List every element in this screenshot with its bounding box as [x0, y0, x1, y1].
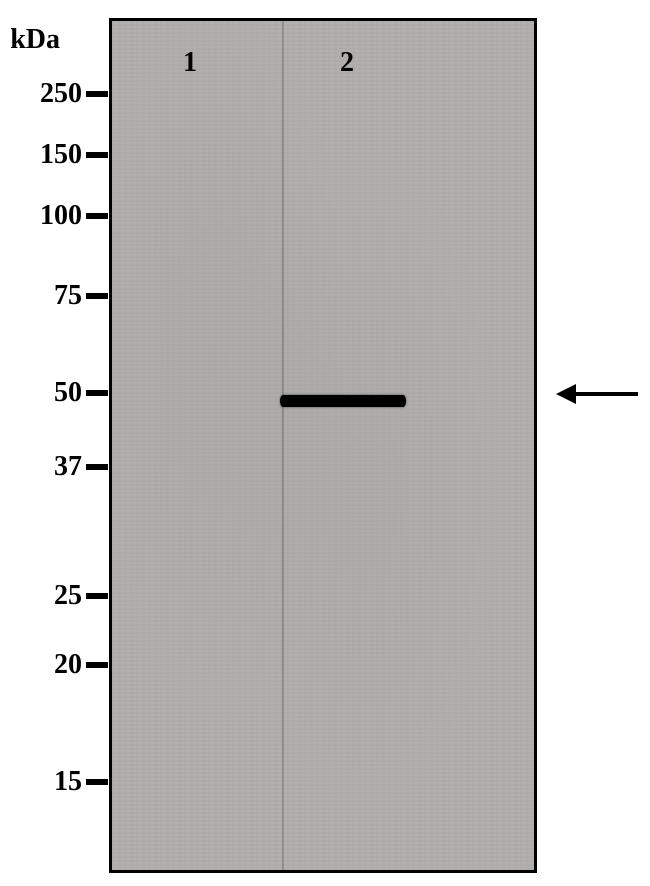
arrow-head-icon [556, 384, 576, 404]
arrow-shaft [566, 392, 638, 396]
western-blot-figure: kDa 250150100755037252015 12 [0, 0, 650, 886]
band-indicator-arrow [0, 0, 650, 886]
